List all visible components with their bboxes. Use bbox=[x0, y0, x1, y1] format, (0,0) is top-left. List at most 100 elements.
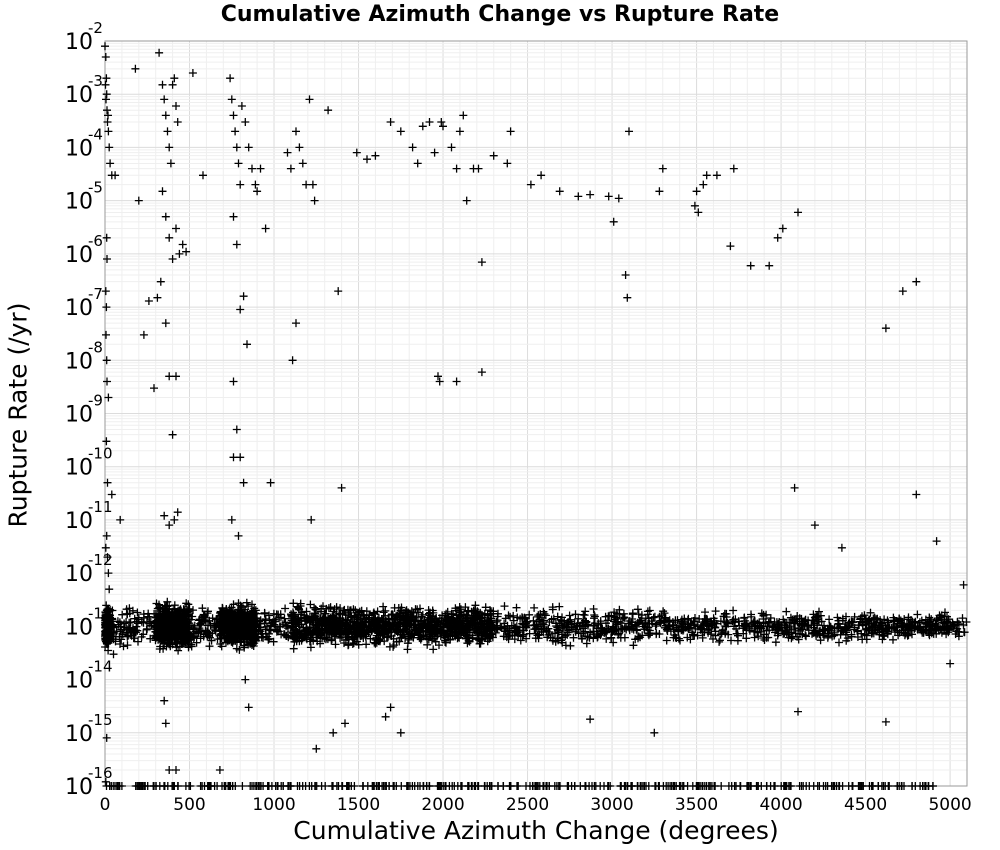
data-point bbox=[585, 633, 594, 642]
data-point bbox=[105, 585, 114, 594]
data-point bbox=[631, 620, 640, 629]
data-point bbox=[274, 610, 283, 619]
data-point bbox=[912, 490, 921, 499]
data-point bbox=[456, 619, 465, 627]
data-point bbox=[581, 618, 590, 627]
data-point bbox=[240, 626, 249, 635]
data-point bbox=[236, 305, 245, 314]
data-point bbox=[161, 719, 170, 728]
data-point bbox=[431, 637, 440, 646]
data-point bbox=[518, 614, 527, 623]
data-point bbox=[499, 782, 508, 790]
data-point bbox=[336, 604, 345, 613]
data-point bbox=[273, 782, 282, 790]
data-point bbox=[101, 287, 110, 296]
data-point bbox=[827, 782, 836, 790]
data-point bbox=[242, 619, 251, 628]
data-point bbox=[731, 618, 739, 627]
data-point bbox=[118, 629, 127, 638]
data-point bbox=[223, 637, 232, 646]
data-point bbox=[815, 607, 823, 616]
data-point bbox=[104, 393, 113, 402]
data-point bbox=[724, 630, 733, 639]
x-tick-label: 4500 bbox=[844, 795, 887, 815]
data-point bbox=[305, 612, 314, 621]
data-point bbox=[328, 782, 337, 790]
data-point bbox=[389, 642, 398, 651]
data-point bbox=[818, 625, 827, 634]
data-point bbox=[236, 453, 245, 462]
data-point bbox=[308, 180, 317, 189]
data-point bbox=[729, 164, 738, 173]
data-point bbox=[804, 626, 813, 635]
data-point bbox=[136, 782, 145, 790]
data-point bbox=[919, 628, 928, 637]
data-point bbox=[104, 127, 113, 136]
data-point bbox=[234, 531, 243, 540]
data-point bbox=[959, 580, 968, 589]
data-point bbox=[375, 625, 384, 633]
data-point bbox=[500, 602, 509, 611]
data-point bbox=[915, 622, 924, 631]
data-point bbox=[102, 531, 111, 540]
data-point bbox=[644, 631, 653, 640]
data-point bbox=[455, 633, 464, 642]
data-point bbox=[312, 633, 321, 642]
data-point bbox=[718, 626, 727, 635]
data-point bbox=[629, 641, 638, 650]
data-point bbox=[480, 782, 489, 790]
data-point bbox=[506, 127, 515, 136]
data-point bbox=[266, 478, 275, 487]
data-point bbox=[897, 626, 906, 635]
data-point bbox=[702, 171, 711, 180]
data-point bbox=[390, 627, 399, 636]
data-point bbox=[295, 143, 304, 152]
data-point bbox=[165, 601, 174, 610]
data-point bbox=[289, 610, 298, 619]
data-point bbox=[588, 782, 596, 790]
data-point bbox=[142, 625, 151, 634]
data-point bbox=[158, 187, 167, 196]
data-point bbox=[102, 74, 111, 83]
data-point bbox=[932, 624, 941, 633]
data-point bbox=[857, 629, 866, 638]
data-point bbox=[215, 766, 224, 774]
data-point bbox=[880, 632, 889, 641]
data-point bbox=[597, 629, 606, 638]
data-point bbox=[503, 159, 512, 168]
data-point bbox=[242, 598, 251, 607]
data-point bbox=[173, 508, 182, 517]
data-point bbox=[361, 617, 370, 626]
data-point bbox=[553, 625, 562, 634]
data-point bbox=[139, 610, 148, 619]
data-point bbox=[104, 111, 112, 120]
data-point bbox=[720, 609, 729, 618]
data-point bbox=[614, 194, 623, 203]
data-point bbox=[700, 628, 709, 637]
data-point bbox=[256, 164, 265, 173]
data-point bbox=[910, 623, 919, 632]
data-point bbox=[269, 637, 278, 646]
data-point bbox=[101, 42, 109, 51]
data-point bbox=[101, 53, 110, 61]
data-point bbox=[170, 515, 179, 524]
data-point bbox=[745, 626, 754, 635]
data-point bbox=[274, 627, 283, 636]
data-point bbox=[502, 633, 511, 642]
data-point bbox=[412, 626, 421, 635]
data-point bbox=[662, 621, 670, 630]
data-point bbox=[231, 623, 240, 632]
data-point bbox=[439, 122, 447, 131]
x-tick-label: 4000 bbox=[759, 795, 802, 815]
data-point bbox=[771, 782, 779, 790]
x-tick-label: 3500 bbox=[675, 795, 718, 815]
data-point bbox=[408, 143, 417, 152]
data-point bbox=[168, 255, 177, 263]
data-point bbox=[418, 610, 427, 619]
data-point bbox=[241, 118, 250, 126]
data-point bbox=[644, 623, 652, 632]
data-point bbox=[447, 143, 456, 152]
data-point bbox=[813, 629, 822, 638]
data-point bbox=[659, 607, 668, 616]
data-point bbox=[771, 638, 780, 647]
